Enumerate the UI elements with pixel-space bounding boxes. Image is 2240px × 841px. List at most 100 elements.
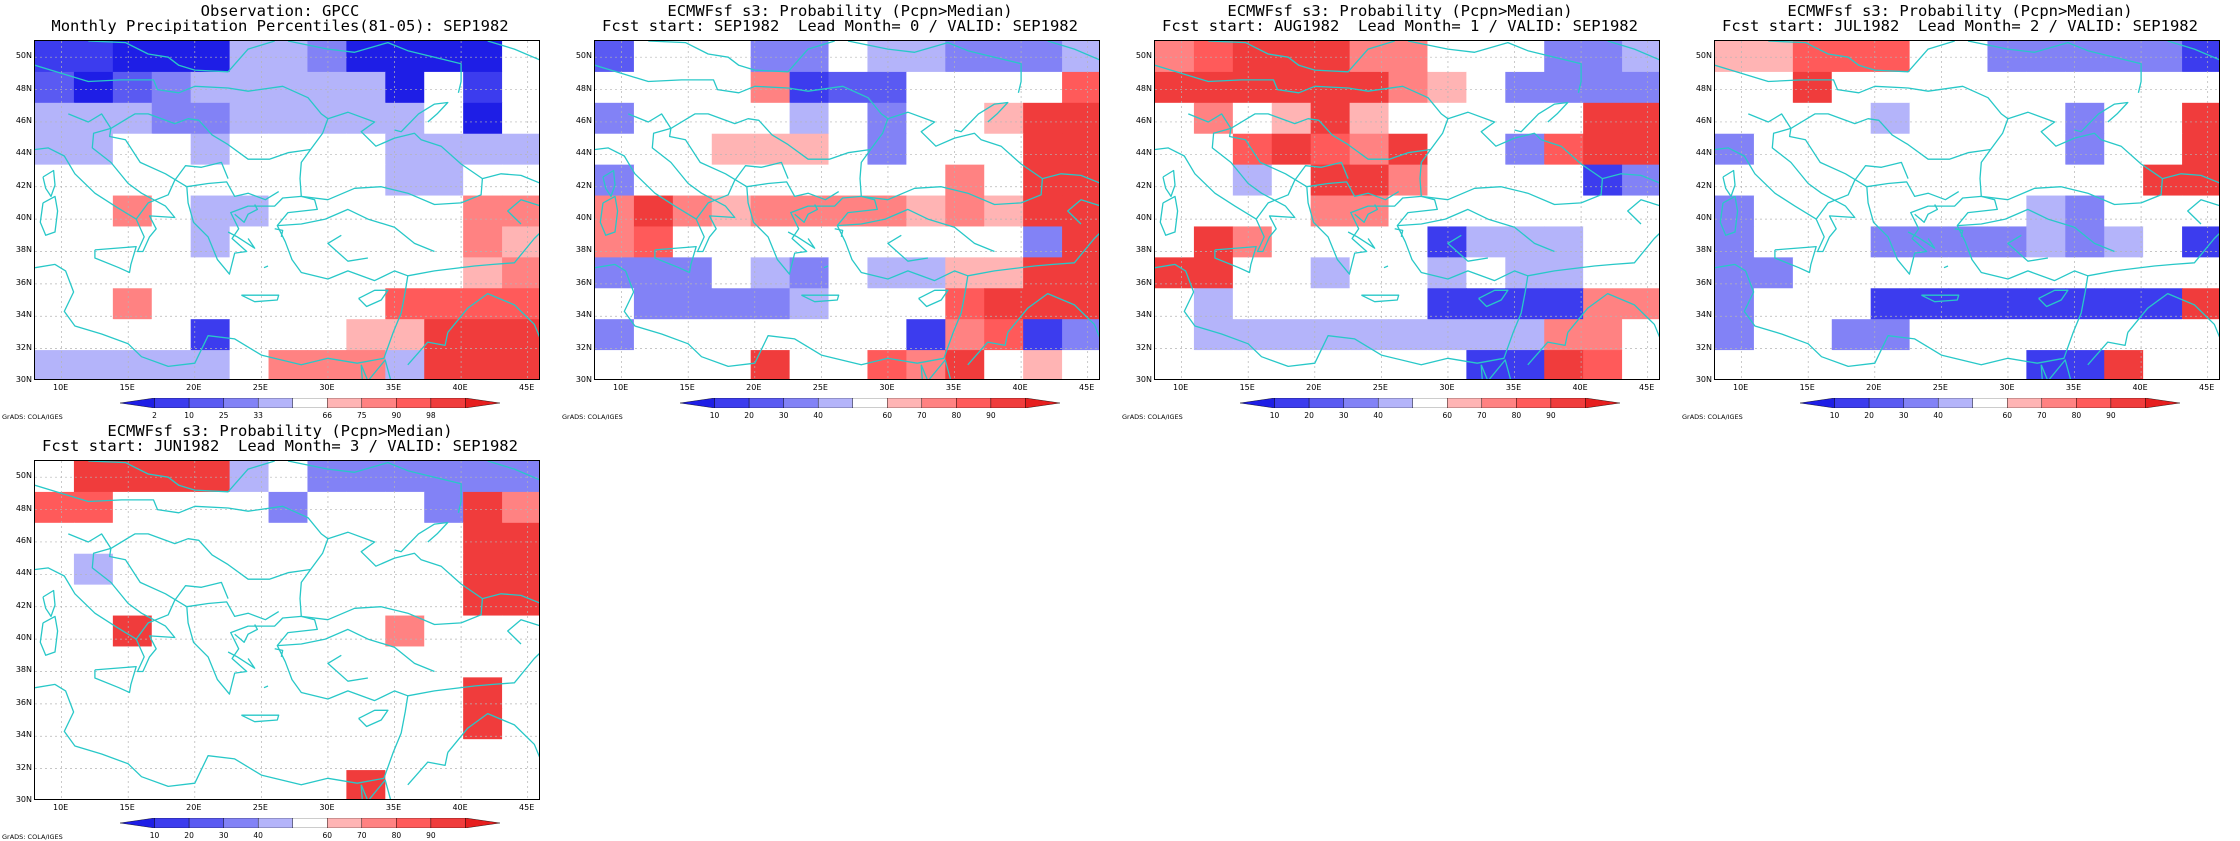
grid-cell	[190, 461, 231, 493]
grid-cell	[633, 319, 674, 351]
coastline	[186, 181, 280, 201]
grid-cell	[229, 195, 270, 228]
lon-tick-label: 10E	[1733, 383, 1749, 392]
grid-cell	[750, 41, 791, 73]
coastline	[1722, 169, 1736, 198]
grid-cell	[229, 491, 270, 524]
grid-cell	[151, 553, 192, 586]
grid-cell	[190, 553, 231, 586]
coastline	[39, 195, 59, 236]
grid-cell	[1310, 195, 1351, 228]
grid-cell	[1870, 164, 1911, 197]
grid-cell	[672, 350, 713, 379]
grid-cell	[1753, 319, 1794, 351]
grid-cell	[151, 71, 192, 104]
grid-cell	[1544, 164, 1584, 197]
lat-tick-label: 50N	[15, 471, 32, 481]
grid-cell	[1583, 288, 1623, 320]
colorbar-swatch	[1274, 398, 1310, 408]
map-panel-4: ECMWFsf s3: Probability (Pcpn>Median) Fcs…	[1680, 0, 2240, 421]
grid-cell	[1870, 319, 1911, 351]
colorbar-swatch	[748, 398, 784, 408]
colorbar-label: 30	[1898, 411, 1909, 420]
lat-tick-label: 36N	[15, 697, 32, 707]
grid-cell	[1023, 71, 1063, 104]
coastline	[277, 208, 435, 253]
grid-cell	[906, 226, 946, 258]
colorbar-swatch	[327, 398, 363, 408]
grid-cell	[1310, 41, 1351, 73]
grid-cell	[1583, 133, 1623, 166]
map-plot-area	[1154, 40, 1660, 380]
coastline	[1768, 41, 1955, 73]
coastline	[1306, 181, 1400, 201]
colorbar-swatch	[921, 398, 957, 408]
grid-cell	[151, 195, 192, 228]
coastline	[507, 619, 539, 645]
colorbar-swatch	[430, 818, 466, 828]
lon-tick-label: 30E	[319, 383, 335, 392]
grid-cell	[2065, 195, 2105, 228]
coastline	[1354, 204, 1379, 223]
coastline	[299, 111, 484, 206]
grid-cell	[112, 288, 153, 320]
coastline	[1607, 41, 1659, 61]
grid-cell	[633, 195, 674, 228]
grid-cell	[385, 164, 425, 197]
coastline	[287, 461, 462, 513]
grid-cell	[1466, 350, 1506, 379]
colorbar-swatch	[956, 398, 992, 408]
grid-cell	[1349, 288, 1390, 320]
panel-subtitle: Fcst start: JUN1982 Lead Month= 3 / VALI…	[42, 437, 518, 455]
colorbar-swatch	[1516, 398, 1552, 408]
coastline	[35, 127, 409, 368]
grid-cell	[424, 522, 464, 555]
colorbar	[120, 398, 500, 408]
grid-cell	[2182, 71, 2219, 104]
grid-cell	[711, 319, 752, 351]
grid-cell	[190, 41, 231, 73]
grid-cell	[1427, 319, 1467, 351]
coastline	[1627, 199, 1659, 225]
coastline	[407, 233, 539, 277]
grid-cell	[1870, 350, 1911, 379]
grid-cell	[1948, 288, 1989, 320]
grid-cell	[1193, 71, 1234, 104]
coastline	[1715, 64, 2009, 120]
grid-cell	[112, 195, 153, 228]
grid-cell	[268, 102, 309, 135]
grid-cell	[984, 195, 1024, 228]
grid-cell	[867, 288, 907, 320]
grid-cell	[1792, 71, 1833, 104]
grid-cell	[151, 522, 192, 555]
grid-cell	[1544, 71, 1584, 104]
lat-tick-label: 38N	[15, 665, 32, 675]
grid-cell	[2182, 133, 2219, 166]
coastline	[1943, 265, 1949, 269]
grid-cell	[1349, 164, 1390, 197]
grid-cell	[1271, 164, 1312, 197]
lat-tick-label: 34N	[575, 310, 592, 320]
grid-cell	[151, 102, 192, 135]
colorbar	[1240, 398, 1620, 408]
grid-cell	[1987, 319, 2027, 351]
colorbar-label: 40	[813, 411, 823, 420]
grid-cell	[1062, 71, 1099, 104]
grid-cell	[2104, 319, 2144, 351]
grid-cell	[190, 584, 231, 617]
coastline	[241, 294, 280, 303]
colorbar-label: 60	[882, 411, 893, 420]
grid-cell	[35, 102, 75, 135]
grid-cell	[1427, 71, 1467, 104]
colorbar-label: 80	[951, 411, 962, 420]
grid-cell	[73, 164, 114, 197]
grid-cell	[151, 770, 192, 799]
lon-tick-label: 40E	[2132, 383, 2148, 392]
coastline	[967, 233, 1099, 277]
grid-cell	[307, 350, 347, 379]
colorbar-label: 60	[1442, 411, 1453, 420]
grid-cell	[1310, 288, 1351, 320]
colorbar-swatch	[465, 818, 500, 828]
grid-cell	[2143, 288, 2183, 320]
coastline	[2127, 292, 2219, 338]
